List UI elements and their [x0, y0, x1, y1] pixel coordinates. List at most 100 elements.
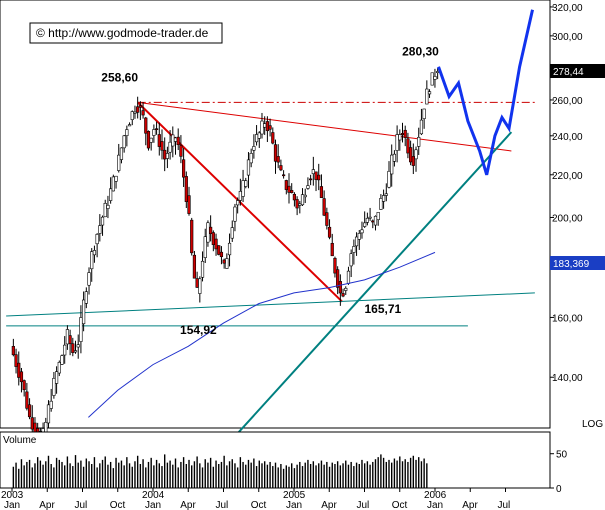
candle	[276, 144, 280, 169]
x-month-label: Jul	[498, 500, 511, 510]
trendline	[6, 292, 535, 317]
x-month-label: Apr	[39, 500, 55, 510]
candle	[125, 125, 129, 147]
candle-body	[46, 404, 51, 424]
candle	[190, 217, 194, 256]
trendline	[225, 131, 513, 447]
candle-body	[244, 180, 248, 187]
candle	[109, 177, 113, 204]
candle	[22, 379, 26, 397]
candle	[395, 125, 399, 163]
candle	[317, 163, 321, 191]
candle	[87, 267, 91, 295]
candle-body	[225, 258, 229, 269]
candle-body	[227, 242, 232, 256]
candle-body	[411, 156, 415, 166]
x-month-label: Jul	[357, 500, 370, 510]
candle	[76, 334, 80, 359]
candle-body	[246, 159, 251, 176]
candle	[249, 148, 253, 168]
candle-body	[392, 153, 397, 162]
candle-body	[381, 195, 386, 202]
price-annotation: 154,92	[180, 323, 217, 337]
candle-body	[76, 344, 80, 348]
candle	[71, 337, 75, 357]
candle-body	[100, 216, 105, 226]
candle-body	[373, 215, 378, 226]
candle	[381, 189, 386, 209]
candle-body	[200, 260, 205, 278]
x-month-label: Apr	[321, 500, 337, 510]
candle-body	[125, 129, 129, 136]
y-axis: 140,00160,00180,00200,00220,00240,00260,…	[550, 3, 583, 384]
candle-body	[154, 128, 159, 130]
candle-body	[327, 226, 332, 238]
candle	[157, 122, 161, 156]
candle	[98, 214, 102, 242]
candle-body	[409, 147, 413, 163]
candle	[338, 274, 342, 306]
y-tick-label: 140,00	[552, 373, 583, 384]
x-year-label: 2006	[424, 490, 447, 501]
candle	[306, 177, 310, 190]
x-month-label: Jul	[216, 500, 229, 510]
candle-body	[114, 175, 118, 182]
candle-body	[265, 121, 269, 132]
candle-body	[52, 377, 56, 396]
candle-body	[430, 72, 434, 86]
volume-tick-label: 0	[556, 484, 562, 495]
candle	[90, 248, 94, 282]
candle-body	[217, 245, 221, 255]
candle	[287, 173, 291, 204]
candle-body	[368, 216, 372, 219]
candle-body	[295, 199, 299, 209]
x-month-label: Jan	[427, 500, 443, 510]
candle	[390, 144, 394, 187]
candle-body	[103, 203, 107, 218]
candle	[363, 211, 367, 228]
candle-body	[338, 281, 342, 294]
candle	[154, 121, 159, 135]
candle-body	[187, 195, 191, 214]
candle	[25, 382, 29, 411]
x-year-label: 2003	[1, 490, 24, 501]
volume-panel: Volume 50 0	[0, 431, 568, 495]
candle-body	[325, 212, 329, 226]
candle	[284, 179, 288, 195]
moving-average-line	[88, 251, 436, 418]
candle	[225, 253, 229, 269]
candle	[49, 388, 53, 412]
candle-body	[109, 188, 113, 201]
candle-body	[152, 129, 156, 136]
candle-body	[311, 169, 315, 175]
moving-average	[88, 251, 436, 418]
candle-body	[230, 227, 234, 239]
candle-body	[90, 251, 94, 270]
candle-body	[427, 91, 432, 95]
candle-body	[365, 217, 369, 223]
candle	[214, 233, 218, 256]
candle	[92, 245, 97, 263]
candle-body	[165, 153, 169, 159]
candle	[141, 102, 145, 119]
candle-body	[214, 238, 218, 250]
candle	[138, 101, 142, 121]
candle-body	[263, 123, 267, 128]
candle	[268, 118, 272, 137]
candle	[103, 199, 107, 218]
candle-body	[287, 185, 291, 193]
candle-body	[292, 193, 297, 201]
candle-body	[298, 203, 302, 206]
candle	[273, 139, 278, 174]
candle-body	[117, 154, 121, 171]
candle-body	[119, 147, 124, 160]
candle-body	[184, 176, 188, 202]
candle	[309, 174, 313, 186]
candle	[57, 360, 61, 377]
candle-body	[14, 354, 18, 367]
candle	[292, 192, 297, 207]
price-annotations: 258,60 280,30 154,92 165,71	[101, 45, 439, 337]
candle	[417, 127, 421, 155]
candle-body	[192, 254, 197, 279]
